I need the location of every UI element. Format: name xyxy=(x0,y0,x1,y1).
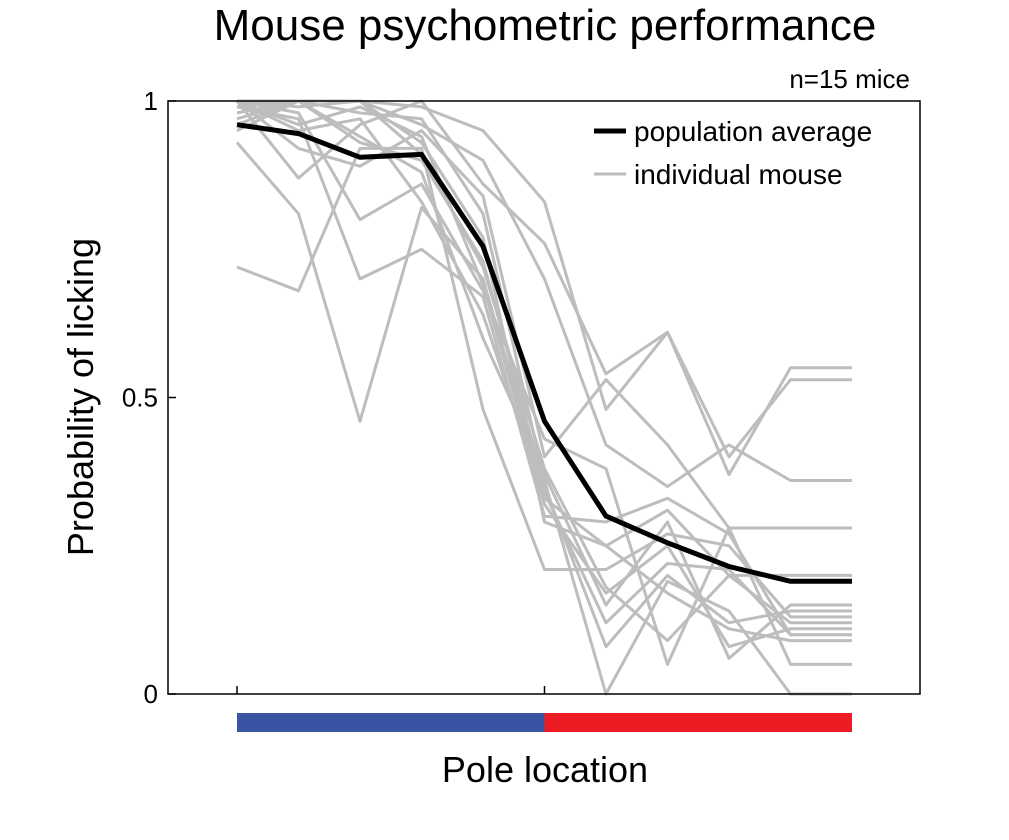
y-tick-label: 1 xyxy=(144,86,158,116)
y-tick-label: 0.5 xyxy=(122,383,158,413)
chart-subtitle: n=15 mice xyxy=(789,64,910,94)
x-axis-ticks xyxy=(236,686,546,694)
individual-mouse-line-1 xyxy=(235,99,852,477)
individual-mouse-line-8 xyxy=(236,105,852,637)
individual-mouse-line-13 xyxy=(236,99,852,643)
individual-mouse-line-14 xyxy=(236,99,852,696)
individual-mouse-line-4 xyxy=(236,99,852,530)
individual-mouse-line-15 xyxy=(236,99,852,643)
category-bar-segment-1 xyxy=(237,713,545,732)
individual-lines xyxy=(235,99,852,696)
chart-title: Mouse psychometric performance xyxy=(214,1,877,50)
y-axis-label: Probability of licking xyxy=(60,238,101,556)
category-bar-segment-2 xyxy=(544,713,852,732)
legend: population average individual mouse xyxy=(594,116,872,190)
legend-label-individual-mouse: individual mouse xyxy=(634,159,843,190)
y-tick-label: 0 xyxy=(144,679,158,709)
individual-mouse-line-10 xyxy=(236,99,852,649)
individual-mouse-line-6 xyxy=(236,146,852,619)
legend-label-population-average: population average xyxy=(634,116,872,147)
average-line-group xyxy=(236,122,852,584)
pole-location-category-bar xyxy=(237,713,852,732)
population-average-line xyxy=(236,122,852,584)
x-axis-label: Pole location xyxy=(442,749,648,790)
y-axis-ticks: 00.51 xyxy=(122,86,176,709)
